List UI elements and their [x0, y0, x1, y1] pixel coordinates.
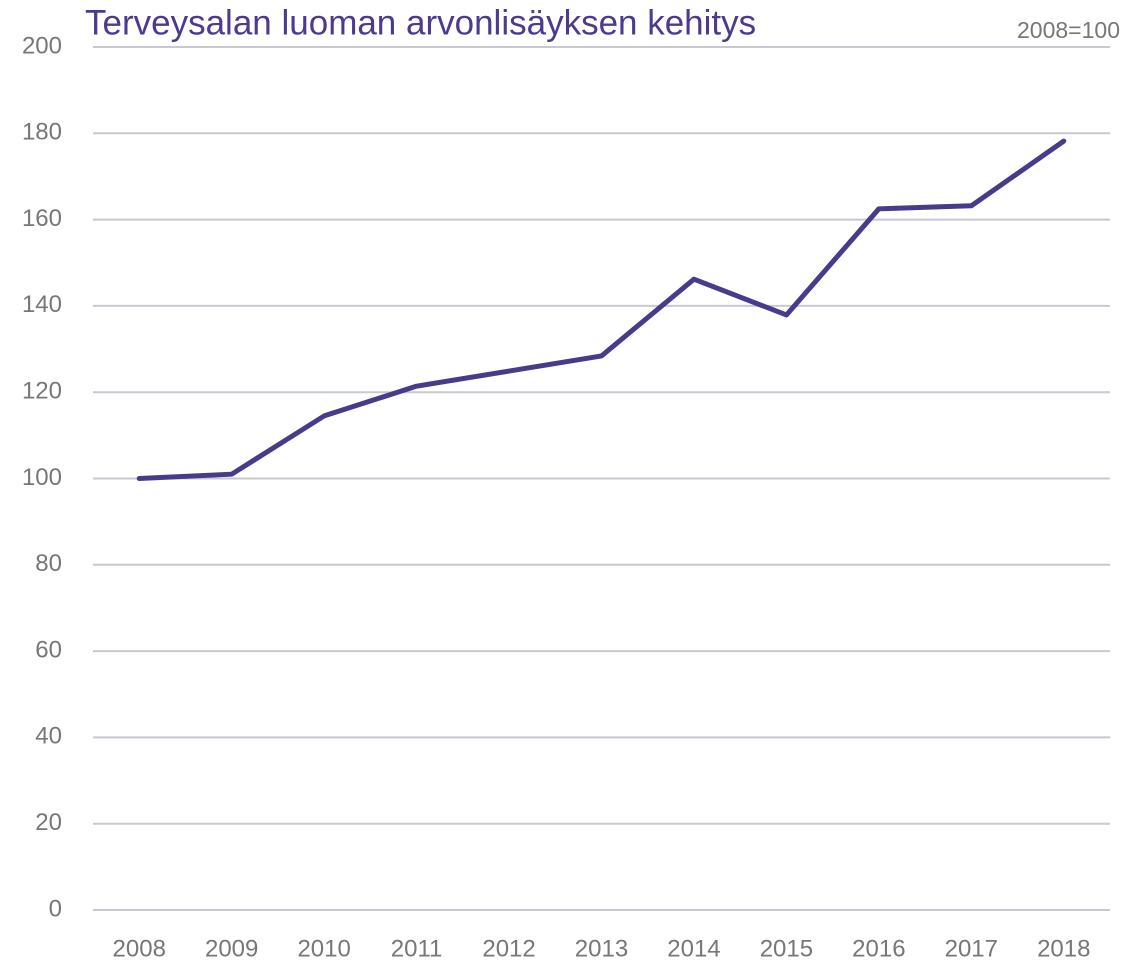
x-tick-label: 2012 — [482, 935, 535, 962]
y-tick-label: 60 — [35, 636, 62, 663]
y-tick-label: 40 — [35, 723, 62, 750]
x-tick-label: 2010 — [297, 935, 350, 962]
x-tick-label: 2008 — [113, 935, 166, 962]
y-tick-label: 120 — [22, 378, 62, 405]
x-tick-label: 2015 — [760, 935, 813, 962]
y-tick-label: 0 — [49, 895, 62, 922]
y-tick-label: 160 — [22, 205, 62, 232]
x-tick-label: 2018 — [1037, 935, 1090, 962]
x-tick-label: 2017 — [945, 935, 998, 962]
y-tick-label: 100 — [22, 464, 62, 491]
y-tick-label: 140 — [22, 291, 62, 318]
y-tick-label: 180 — [22, 119, 62, 146]
x-tick-label: 2011 — [391, 935, 443, 962]
y-tick-label: 200 — [22, 32, 62, 59]
x-tick-label: 2009 — [205, 935, 258, 962]
chart-subtitle: 2008=100 — [1017, 17, 1120, 43]
x-tick-label: 2016 — [852, 935, 905, 962]
y-tick-label: 20 — [35, 809, 62, 836]
x-tick-label: 2013 — [575, 935, 628, 962]
chart-title: Terveysalan luoman arvonlisäyksen kehity… — [85, 3, 756, 42]
x-tick-label: 2014 — [667, 935, 720, 962]
y-tick-label: 80 — [35, 550, 62, 577]
data-line — [136, 138, 1067, 481]
